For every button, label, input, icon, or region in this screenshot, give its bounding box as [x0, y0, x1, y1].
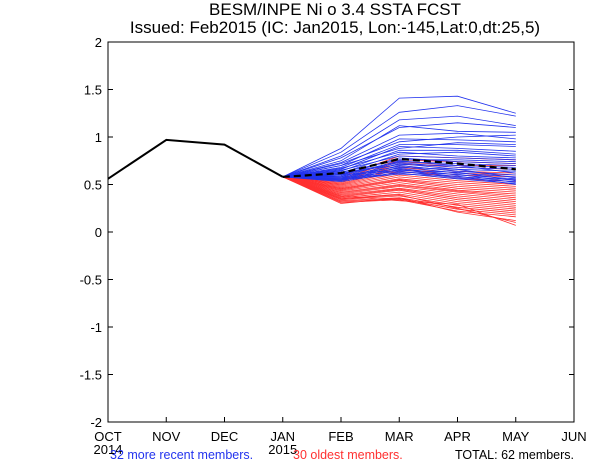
recent-member-line: [282, 149, 516, 178]
oldest-member-line: [282, 176, 516, 191]
legend-oldest-members: 30 oldest members.: [293, 448, 403, 462]
recent-member-line: [282, 167, 516, 180]
oldest-member-line: [282, 176, 516, 208]
y-tick-label: 0: [95, 225, 102, 240]
y-tick-label: 2: [95, 35, 102, 50]
recent-member-line: [282, 169, 516, 182]
recent-member-line: [282, 173, 516, 185]
recent-member-line: [282, 95, 516, 178]
observed-line: [107, 138, 284, 180]
recent-member-line: [282, 151, 516, 178]
oldest-member-line: [282, 176, 516, 188]
recent-member-line: [282, 122, 516, 178]
recent-member-line: [282, 171, 516, 183]
oldest-member-line: [282, 176, 516, 199]
recent-member-line: [282, 132, 516, 178]
x-tick-label: MAY: [502, 429, 530, 444]
oldest-member-line: [282, 174, 516, 187]
recent-member-line: [282, 105, 516, 178]
chart-title: BESM/INPE Ni o 3.4 SSTA FCST: [209, 0, 461, 19]
legend-recent-members: 32 more recent members.: [110, 448, 253, 462]
x-tick-sublabel: 2014: [94, 442, 123, 457]
recent-member-line: [282, 144, 516, 178]
recent-members-series: [282, 95, 516, 185]
oldest-member-line: [282, 176, 516, 223]
oldest-member-line: [282, 176, 516, 201]
recent-member-line: [282, 115, 516, 178]
y-tick-label: 1: [95, 130, 102, 145]
oldest-member-line: [282, 176, 516, 195]
oldest-member-line: [282, 176, 516, 226]
x-tick-label: JAN: [270, 429, 295, 444]
y-tick-label: 1.5: [84, 83, 102, 98]
recent-member-line: [282, 155, 516, 178]
x-tick-label: NOV: [152, 429, 181, 444]
y-axis: -2 -1.5 -1 -0.5 0 0.5 1 1.5 2: [80, 35, 574, 430]
recent-member-line: [282, 125, 516, 178]
x-tick-label: DEC: [211, 429, 238, 444]
x-tick-label: MAR: [385, 429, 414, 444]
x-tick-label: OCT: [94, 429, 122, 444]
x-tick-label: FEB: [328, 429, 353, 444]
y-tick-label: -0.5: [80, 273, 102, 288]
ensemble-mean-line: [282, 157, 516, 178]
oldest-member-line: [282, 176, 516, 197]
y-tick-label: 0.5: [84, 178, 102, 193]
oldest-member-line: [282, 176, 516, 202]
recent-member-line: [282, 146, 516, 178]
oldest-member-line: [282, 176, 516, 193]
oldest-member-line: [282, 176, 516, 221]
recent-member-line: [282, 168, 516, 182]
y-tick-label: -2: [90, 415, 102, 430]
x-tick-label: JUN: [561, 429, 586, 444]
legend-total: TOTAL: 62 members.: [455, 448, 574, 462]
oldest-member-line: [282, 176, 516, 212]
y-tick-label: -1.5: [80, 368, 102, 383]
recent-member-line: [282, 166, 516, 178]
x-tick-sublabel: 2015: [268, 442, 297, 457]
x-tick-label: APR: [444, 429, 471, 444]
plot-frame: [107, 41, 575, 423]
oldest-member-line: [282, 176, 516, 206]
y-tick-label: -1: [90, 320, 102, 335]
chart-subtitle: Issued: Feb2015 (IC: Jan2015, Lon:-145,L…: [130, 18, 540, 37]
recent-member-line: [282, 172, 516, 184]
oldest-member-line: [282, 176, 516, 189]
recent-member-line: [282, 134, 516, 178]
recent-member-line: [282, 142, 516, 178]
